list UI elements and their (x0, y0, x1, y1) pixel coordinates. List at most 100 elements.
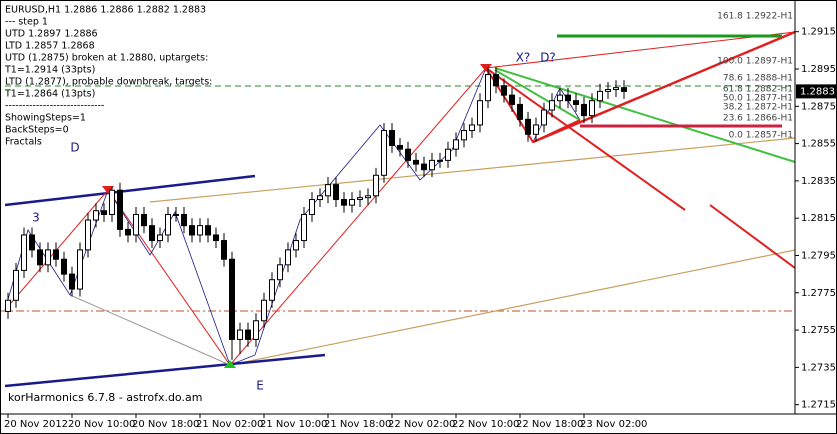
point-label: D (70, 141, 79, 155)
candle-body (45, 249, 51, 266)
candle-body (149, 225, 155, 242)
candle-body (77, 249, 83, 290)
candle-body (549, 100, 555, 111)
y-tick-label: 1.2815 (801, 213, 836, 224)
info-line: LTD 1.2857 1.2868 (5, 41, 95, 52)
candle-body (13, 269, 19, 301)
candle-body (389, 130, 395, 146)
candle-body (437, 159, 443, 162)
x-tick-label: 21 Nov 18:00 (324, 419, 391, 430)
candle-body (309, 199, 315, 215)
info-line: --- step 1 (5, 17, 48, 28)
target-line (485, 67, 686, 211)
candle-body (413, 159, 419, 165)
candle-body (5, 299, 11, 312)
point-label: E (256, 379, 264, 393)
y-tick-label: 1.2835 (801, 176, 836, 187)
candle-body (349, 199, 355, 206)
y-tick-label: 1.2875 (801, 101, 836, 112)
candle-body (157, 234, 163, 242)
current-price-box (796, 84, 836, 99)
x-tick-label: 22 Nov 18:00 (516, 419, 583, 430)
target-line (709, 204, 796, 269)
point-label: 3 (32, 211, 40, 225)
candle-body (325, 184, 331, 197)
fib-label: 0.0 1.2857-H1 (729, 131, 793, 141)
candle-body (589, 100, 595, 117)
candle-body (141, 213, 147, 227)
candle-body (477, 100, 483, 126)
candle-body (533, 124, 539, 135)
x-tick-label: 21 Nov 02:00 (196, 419, 263, 430)
candle-body (245, 329, 251, 340)
candle-body (493, 74, 499, 87)
candle-body (381, 130, 387, 176)
y-tick-label: 1.2715 (801, 400, 836, 411)
candle-body (501, 85, 507, 96)
candle-body (93, 210, 99, 221)
candle-body (445, 148, 451, 161)
candle-body (253, 320, 259, 340)
trend-line (229, 249, 796, 366)
info-line: ShowingSteps=1 (5, 113, 86, 124)
candle-body (581, 103, 587, 117)
point-label: X? (516, 51, 531, 65)
candle-body (565, 94, 571, 102)
info-line: UTD 1.2897 1.2886 (5, 29, 98, 40)
y-tick-label: 1.2915 (801, 27, 836, 38)
candle-body (357, 197, 363, 201)
candle-body (101, 210, 107, 215)
fib-label: 61.8 1.2882-H1 (723, 85, 793, 95)
candle-body (613, 87, 619, 91)
y-tick-label: 1.2855 (801, 139, 836, 150)
info-line: ----------------------------- (5, 101, 104, 112)
x-tick-label: 20 Nov 2012 (4, 419, 68, 430)
candle-body (509, 94, 515, 105)
candle-body (109, 189, 115, 215)
candle-body (397, 144, 403, 150)
y-tick-label: 1.2795 (801, 250, 836, 261)
candle-body (181, 213, 187, 227)
pattern-line (69, 294, 231, 366)
candle-body (341, 199, 347, 206)
channel-line (4, 174, 256, 207)
candle-body (221, 240, 227, 260)
candle-body (197, 225, 203, 236)
candle-body (461, 130, 467, 141)
candle-body (213, 234, 219, 242)
chart-title: EURUSD,H1 1.2886 1.2886 1.2882 1.2883 (5, 5, 206, 16)
candle-body (405, 148, 411, 161)
fib-label: 38.2 1.2872-H1 (723, 103, 793, 113)
x-tick-label: 23 Nov 02:00 (580, 419, 647, 430)
fib-label: 50.0 1.2877-H1 (723, 94, 793, 104)
candle-body (285, 249, 291, 266)
x-tick-label: 22 Nov 02:00 (388, 419, 455, 430)
candle-body (429, 159, 435, 171)
candle-body (69, 273, 75, 290)
x-tick-label: 21 Nov 10:00 (260, 419, 327, 430)
y-tick-label: 1.2895 (801, 64, 836, 75)
candle-body (421, 163, 427, 171)
candle-body (125, 228, 131, 236)
candle-body (605, 89, 611, 92)
candle-body (189, 225, 195, 236)
point-label: D? (540, 51, 556, 65)
candle-body (277, 264, 283, 281)
candle-body (237, 329, 243, 340)
fractal-arrow (224, 360, 236, 368)
pattern-line (494, 67, 796, 163)
pattern-line (494, 69, 581, 121)
channel-line (4, 353, 326, 388)
candle-body (261, 299, 267, 322)
info-line: Fractals (5, 137, 42, 148)
y-tick-label: 1.2755 (801, 325, 836, 336)
candle-body (301, 213, 307, 242)
candle-body (573, 100, 579, 105)
candle-body (469, 124, 475, 132)
fib-label: 23.6 1.2866-H1 (723, 114, 793, 124)
candle-body (317, 195, 323, 201)
candle-body (597, 90, 603, 102)
candle-body (21, 234, 27, 271)
candle-body (133, 213, 139, 236)
